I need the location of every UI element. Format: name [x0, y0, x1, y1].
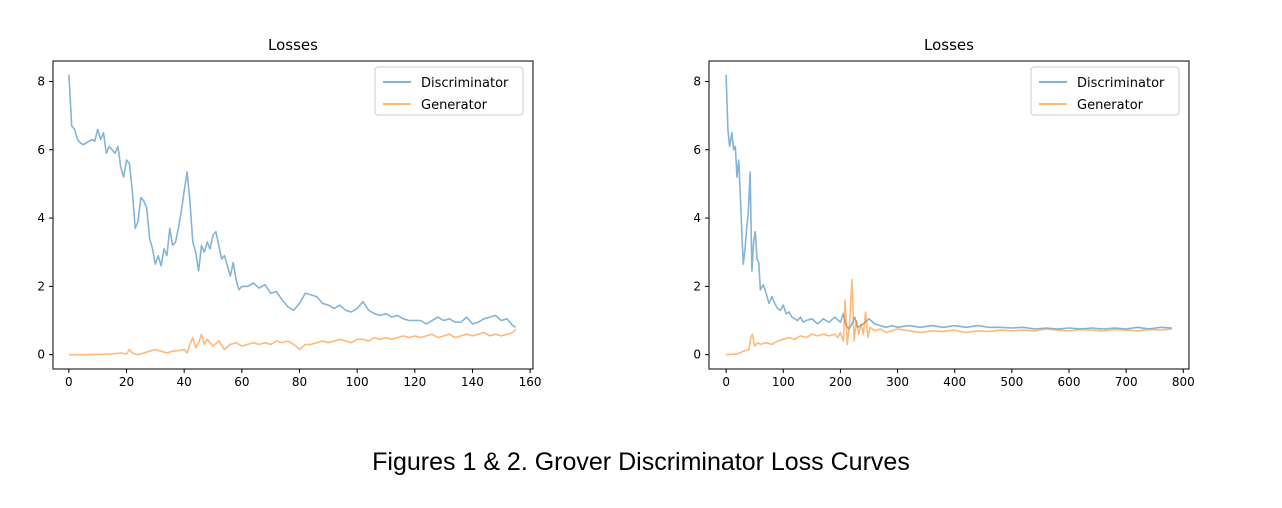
x-tick-label: 100: [772, 375, 795, 389]
y-tick-label: 2: [37, 279, 45, 293]
legend-box: [1030, 66, 1180, 116]
legend-label: Discriminator: [1077, 76, 1165, 91]
series-line-generator: [726, 278, 1172, 356]
loss-chart-2: Losses 0 100 200 300 400 500 600 700 800 0 2 4 6 8 Disc…: [693, 36, 1195, 389]
x-tick-label: 800: [1172, 375, 1195, 389]
series-line-generator: [68, 328, 517, 356]
figure-caption: Figures 1 & 2. Grover Discriminator Loss…: [372, 448, 910, 476]
legend: Discriminator Generator: [1030, 66, 1180, 116]
x-tick-label: 600: [1058, 375, 1081, 389]
x-tick-label: 200: [829, 375, 852, 389]
x-tick-label: 0: [65, 375, 73, 389]
plot-frame: [708, 60, 1190, 370]
x-tick-label: 100: [346, 375, 369, 389]
y-tick-label: 4: [693, 211, 701, 225]
legend: Discriminator Generator: [374, 66, 524, 116]
x-tick-label: 700: [1115, 375, 1138, 389]
series-line-discriminator: [725, 74, 1172, 330]
legend-box: [374, 66, 524, 116]
plot-frame: [52, 60, 534, 370]
loss-chart-1: Losses 0 20 40 60 80 100 120 140 160 0 2 4 6 8 Discrimi…: [37, 36, 542, 389]
x-tick-label: 20: [119, 375, 134, 389]
x-tick-label: 500: [1000, 375, 1023, 389]
x-tick-label: 140: [461, 375, 484, 389]
x-tick-label: 300: [886, 375, 909, 389]
legend-label: Discriminator: [421, 76, 509, 91]
x-tick-label: 60: [234, 375, 249, 389]
legend-label: Generator: [1077, 98, 1144, 113]
chart-title: Losses: [924, 36, 974, 54]
y-tick-label: 0: [37, 348, 45, 362]
y-tick-label: 0: [693, 348, 701, 362]
x-tick-label: 0: [722, 375, 730, 389]
series-line-discriminator: [68, 74, 517, 328]
x-tick-label: 80: [292, 375, 307, 389]
y-tick-label: 6: [693, 143, 701, 157]
x-tick-label: 160: [519, 375, 542, 389]
legend-label: Generator: [421, 98, 488, 113]
y-tick-label: 8: [37, 74, 45, 88]
x-tick-label: 40: [177, 375, 192, 389]
x-tick-label: 120: [403, 375, 426, 389]
chart-title: Losses: [268, 36, 318, 54]
y-tick-label: 8: [693, 74, 701, 88]
x-tick-label: 400: [943, 375, 966, 389]
y-tick-label: 6: [37, 143, 45, 157]
y-tick-label: 4: [37, 211, 45, 225]
y-tick-label: 2: [693, 279, 701, 293]
